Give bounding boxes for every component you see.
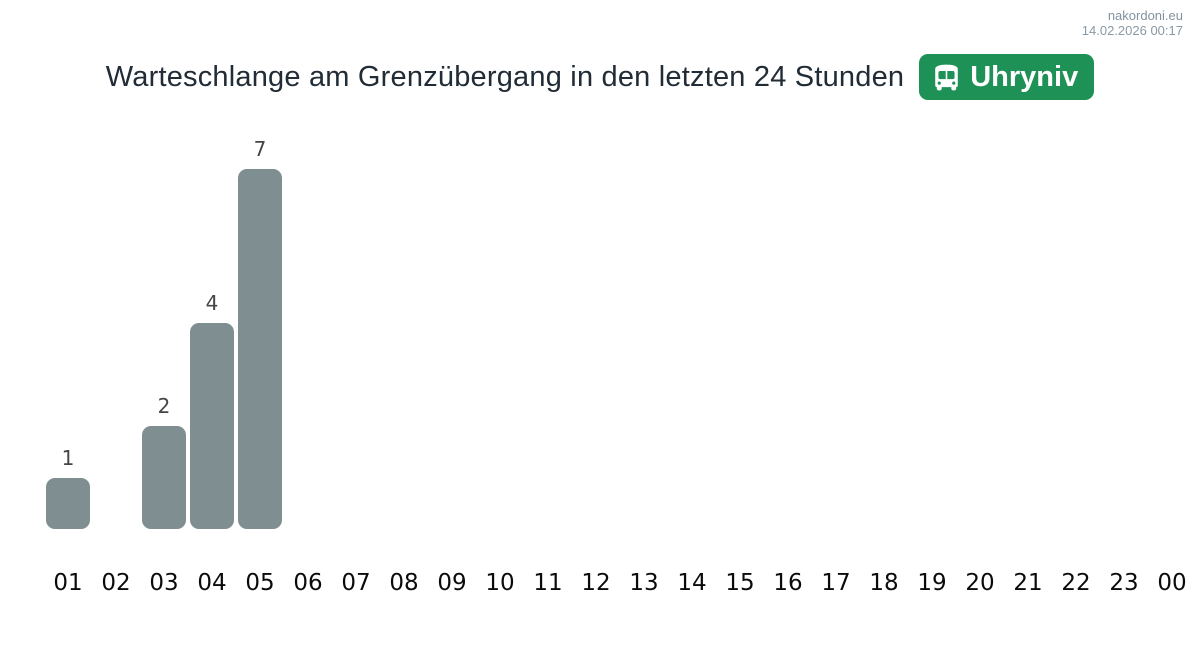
x-tick-18: 18 xyxy=(869,570,899,596)
title-row: Warteschlange am Grenzübergang in den le… xyxy=(0,48,1200,106)
x-axis: 01 02 03 04 05 06 07 08 09 10 11 12 13 14 15 16 17 18 19 20… xyxy=(44,570,1196,596)
bar-chart: 1 2 4 7 xyxy=(44,139,1196,529)
crossing-badge-label: Uhryniv xyxy=(970,60,1079,93)
bar-03 xyxy=(142,426,186,529)
x-tick-06: 06 xyxy=(293,570,323,596)
bar-slot-23 xyxy=(1100,146,1148,529)
x-tick-07: 07 xyxy=(341,570,371,596)
chart-title: Warteschlange am Grenzübergang in den le… xyxy=(105,60,905,93)
bar-slot-10 xyxy=(476,146,524,529)
x-tick-16: 16 xyxy=(773,570,803,596)
bar-value-label-01: 1 xyxy=(61,445,75,470)
bar-04 xyxy=(190,323,234,529)
bar-slot-01: 1 xyxy=(44,146,92,529)
x-tick-15: 15 xyxy=(725,570,755,596)
x-tick-11: 11 xyxy=(533,570,563,596)
bar-slot-08 xyxy=(380,146,428,529)
bar-slot-07 xyxy=(332,146,380,529)
bar-slot-15 xyxy=(716,146,764,529)
bar-slot-09 xyxy=(428,146,476,529)
bus-icon xyxy=(932,63,961,92)
bar-slot-22 xyxy=(1052,146,1100,529)
crossing-badge[interactable]: Uhryniv xyxy=(919,54,1095,100)
x-tick-21: 21 xyxy=(1013,570,1043,596)
bar-slot-02 xyxy=(92,146,140,529)
x-tick-03: 03 xyxy=(149,570,179,596)
x-tick-05: 05 xyxy=(245,570,275,596)
x-tick-23: 23 xyxy=(1109,570,1139,596)
site-link[interactable]: nakordoni.eu xyxy=(1107,8,1183,23)
bar-05 xyxy=(238,168,282,529)
bar-slot-19 xyxy=(908,146,956,529)
bar-value-label-03: 2 xyxy=(157,394,171,418)
x-tick-22: 22 xyxy=(1061,570,1091,596)
bar-slot-12 xyxy=(572,146,620,529)
bar-slot-17 xyxy=(812,146,860,529)
site-meta: nakordoni.eu 14.02.2026 00:17 xyxy=(1082,8,1183,38)
x-tick-17: 17 xyxy=(821,570,851,596)
x-tick-13: 13 xyxy=(629,570,659,596)
x-tick-10: 10 xyxy=(485,570,515,596)
bar-slot-13 xyxy=(620,146,668,529)
x-tick-12: 12 xyxy=(581,570,611,596)
x-tick-19: 19 xyxy=(917,570,947,596)
x-tick-09: 09 xyxy=(437,570,467,596)
bar-slot-00 xyxy=(1148,146,1196,529)
bar-slot-14 xyxy=(668,146,716,529)
x-tick-02: 02 xyxy=(101,570,131,596)
x-tick-01: 01 xyxy=(53,570,83,596)
bar-slot-04: 4 xyxy=(188,146,236,529)
x-tick-08: 08 xyxy=(389,570,419,596)
bar-slot-20 xyxy=(956,146,1004,529)
bar-slot-18 xyxy=(860,146,908,529)
bar-01 xyxy=(46,477,90,529)
bar-value-label-05: 7 xyxy=(253,136,267,161)
bar-value-label-04: 4 xyxy=(205,291,219,315)
bar-slot-21 xyxy=(1004,146,1052,529)
bar-slot-16 xyxy=(764,146,812,529)
bar-slot-03: 2 xyxy=(140,146,188,529)
x-tick-14: 14 xyxy=(677,570,707,596)
timestamp: 14.02.2026 00:17 xyxy=(1081,23,1183,38)
x-tick-04: 04 xyxy=(197,570,227,596)
bar-slot-11 xyxy=(524,146,572,529)
bar-slot-06 xyxy=(284,146,332,529)
x-tick-00: 00 xyxy=(1157,570,1187,596)
x-tick-20: 20 xyxy=(965,570,995,596)
bar-slot-05: 7 xyxy=(236,139,284,529)
